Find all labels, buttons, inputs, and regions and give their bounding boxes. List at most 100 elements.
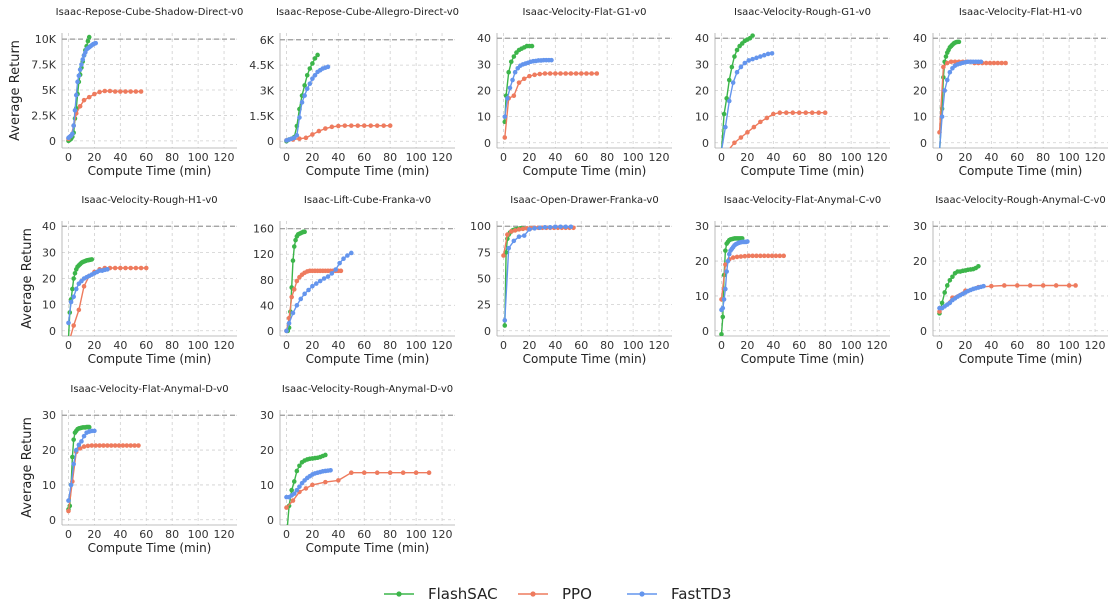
data-point-flashsac — [732, 54, 737, 59]
x-tick-label: 40 — [766, 151, 780, 164]
data-point-ppo — [108, 443, 114, 448]
series-group — [501, 224, 576, 328]
y-tick-label: 30 — [913, 58, 927, 71]
y-tick-label: 160 — [253, 223, 274, 236]
data-point-fasttd3 — [558, 224, 563, 230]
data-point-ppo — [124, 443, 130, 448]
x-axis-label: Compute Time (min) — [959, 164, 1083, 178]
series-group — [937, 39, 1008, 148]
data-point-ppo — [511, 93, 517, 99]
data-point-fasttd3 — [77, 67, 83, 72]
series-group — [284, 52, 393, 144]
data-point-fasttd3 — [532, 226, 537, 231]
data-point-ppo — [989, 283, 994, 289]
subplot-9: 0 20 40 60 80 100 120 0 10 20 30 Isaac-Velocity-Fla… — [695, 195, 890, 366]
data-point-ppo — [128, 443, 134, 448]
data-point-ppo — [71, 323, 76, 328]
y-tick-label: 7.5K — [31, 59, 56, 72]
data-point-ppo — [1053, 283, 1059, 288]
y-tick-label: 30 — [260, 409, 274, 422]
data-point-fasttd3 — [769, 51, 775, 56]
data-point-flashsac — [70, 454, 75, 460]
subplot-4: 0 20 40 60 80 100 120 0 10 20 30 40 Isaac-Velocity-R… — [695, 7, 890, 178]
data-point-ppo — [516, 227, 522, 232]
data-point-ppo — [796, 110, 802, 116]
data-point-ppo — [310, 482, 315, 488]
data-point-ppo — [937, 309, 942, 314]
data-point-ppo — [118, 89, 123, 94]
data-point-ppo — [809, 110, 815, 116]
data-point-fasttd3 — [723, 124, 728, 130]
data-point-fasttd3 — [294, 133, 300, 138]
data-point-flashsac — [86, 424, 92, 430]
x-tick-label: 120 — [432, 151, 453, 164]
subplot-12: 0 20 40 60 80 100 120 0 10 20 30 Isaac-Velocity-Rou… — [260, 384, 455, 555]
data-point-ppo — [723, 262, 728, 267]
data-point-flashsac — [302, 229, 307, 235]
subplot-title: Isaac-Lift-Cube-Franka-v0 — [304, 195, 431, 206]
x-tick-label: 100 — [188, 339, 209, 352]
x-tick-label: 100 — [623, 151, 644, 164]
data-point-fasttd3 — [506, 245, 511, 251]
x-tick-label: 120 — [1085, 151, 1106, 164]
x-axis-label: Compute Time (min) — [306, 352, 430, 366]
x-tick-label: 60 — [139, 528, 153, 541]
data-point-flashsac — [293, 237, 298, 243]
data-point-ppo — [505, 232, 510, 237]
data-point-ppo — [128, 89, 134, 94]
x-tick-label: 60 — [574, 339, 588, 352]
data-point-ppo — [133, 265, 139, 271]
data-point-ppo — [532, 72, 537, 78]
subplot-title: Isaac-Repose-Cube-Shadow-Direct-v0 — [56, 7, 244, 18]
x-tick-label: 0 — [718, 151, 725, 164]
y-tick-label: 4.5K — [249, 59, 274, 72]
x-tick-label: 100 — [188, 151, 209, 164]
data-point-fasttd3 — [71, 123, 76, 128]
x-axis-label: Compute Time (min) — [88, 164, 212, 178]
x-tick-label: 0 — [936, 151, 943, 164]
data-point-fasttd3 — [71, 461, 76, 467]
data-point-fasttd3 — [297, 484, 302, 489]
data-point-ppo — [1001, 283, 1007, 288]
x-tick-label: 0 — [65, 339, 72, 352]
y-tick-label: 10 — [260, 479, 274, 492]
series-group — [284, 452, 432, 525]
data-point-ppo — [732, 140, 737, 146]
data-point-flashsac — [72, 270, 78, 276]
series-group — [284, 229, 354, 334]
data-point-ppo — [738, 254, 744, 259]
y-tick-label: 6K — [260, 34, 275, 47]
y-tick-label: 75 — [477, 246, 491, 259]
data-point-flashsac — [315, 52, 320, 58]
y-tick-label: 5K — [42, 84, 57, 97]
data-point-fasttd3 — [341, 256, 346, 261]
data-point-ppo — [323, 126, 328, 131]
data-point-ppo — [348, 123, 354, 128]
data-point-ppo — [777, 110, 783, 116]
y-tick-label: 20 — [260, 444, 274, 457]
y-tick-label: 10 — [695, 111, 709, 124]
data-point-ppo — [754, 253, 759, 259]
legend-label: FastTD3 — [671, 585, 731, 602]
data-point-ppo — [289, 294, 294, 300]
y-tick-label: 0 — [484, 325, 491, 338]
data-point-fasttd3 — [549, 57, 554, 63]
data-point-ppo — [132, 443, 137, 448]
data-point-ppo — [573, 71, 579, 76]
data-point-flashsac — [70, 286, 75, 292]
data-point-ppo — [290, 498, 296, 503]
subplot-title: Isaac-Velocity-Rough-Anymal-C-v0 — [935, 195, 1106, 206]
data-point-fasttd3 — [723, 286, 728, 292]
series-group — [719, 236, 787, 336]
data-point-ppo — [81, 97, 87, 103]
subplot-title: Isaac-Open-Drawer-Franka-v0 — [510, 195, 658, 206]
data-point-flashsac — [86, 34, 92, 40]
data-point-fasttd3 — [105, 267, 110, 272]
data-point-flashsac — [297, 463, 302, 469]
x-tick-label: 60 — [574, 151, 588, 164]
y-tick-label: 2.5K — [31, 109, 56, 122]
x-tick-label: 60 — [792, 151, 806, 164]
data-point-flashsac — [529, 43, 535, 49]
data-point-ppo — [761, 253, 767, 259]
data-point-ppo — [101, 443, 106, 448]
